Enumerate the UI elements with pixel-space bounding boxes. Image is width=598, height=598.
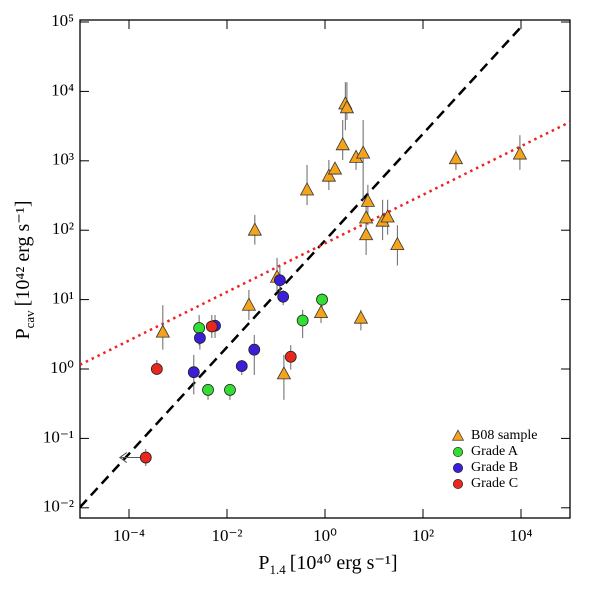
y-tick-label: 10⁰ (50, 358, 74, 377)
y-tick-label: 10⁵ (51, 11, 74, 30)
y-tick-label: 10¹ (52, 289, 74, 308)
marker (187, 366, 200, 379)
marker (360, 193, 376, 207)
marker (452, 446, 464, 458)
legend-label: Grade B (471, 460, 518, 475)
marker (284, 350, 297, 363)
plot-area (80, 24, 570, 509)
marker (276, 366, 292, 380)
marker (358, 226, 374, 241)
marker (335, 136, 350, 151)
marker (451, 429, 465, 441)
x-tick-label: 10⁰ (313, 526, 337, 545)
fit-line (80, 120, 570, 366)
marker (355, 145, 371, 159)
y-tick-label: 10⁴ (51, 80, 74, 99)
x-tick-label: 10⁻² (211, 526, 242, 545)
marker (327, 161, 343, 175)
y-tick-label: 10³ (52, 150, 74, 169)
marker (358, 210, 374, 224)
marker (247, 222, 263, 236)
marker (205, 320, 218, 333)
marker (150, 363, 163, 375)
marker (155, 324, 170, 338)
y-axis-label: Pcav[10⁴² erg s⁻¹] (12, 201, 38, 340)
marker (321, 168, 337, 182)
marker (353, 310, 369, 324)
y-tick-label: 10⁻² (43, 497, 74, 516)
legend-label: B08 sample (471, 428, 538, 443)
marker (241, 297, 257, 311)
marker (452, 462, 464, 474)
marker (390, 236, 405, 251)
y-tick-label: 10⁻¹ (43, 427, 74, 446)
marker (202, 383, 214, 396)
marker (193, 322, 206, 334)
marker (194, 332, 206, 344)
marker (316, 293, 328, 306)
marker (273, 274, 286, 287)
marker (224, 383, 236, 396)
fit-line (80, 24, 524, 509)
marker (235, 360, 248, 373)
marker (452, 478, 464, 490)
y-tick-label: 10² (52, 219, 74, 238)
marker (296, 314, 309, 327)
marker (339, 99, 355, 114)
marker (299, 182, 315, 196)
marker (277, 290, 290, 303)
marker (448, 150, 464, 165)
marker (139, 451, 152, 464)
marker (380, 209, 395, 223)
marker (248, 343, 261, 356)
marker (512, 146, 528, 160)
x-tick-label: 10⁴ (510, 526, 533, 545)
x-tick-label: 10⁻⁴ (113, 526, 145, 545)
marker (313, 304, 329, 318)
x-axis-label: P1.4 [10⁴⁰ erg s⁻¹] (258, 552, 397, 578)
legend-label: Grade C (471, 476, 518, 491)
x-tick-label: 10² (412, 526, 434, 545)
legend-label: Grade A (471, 444, 519, 459)
